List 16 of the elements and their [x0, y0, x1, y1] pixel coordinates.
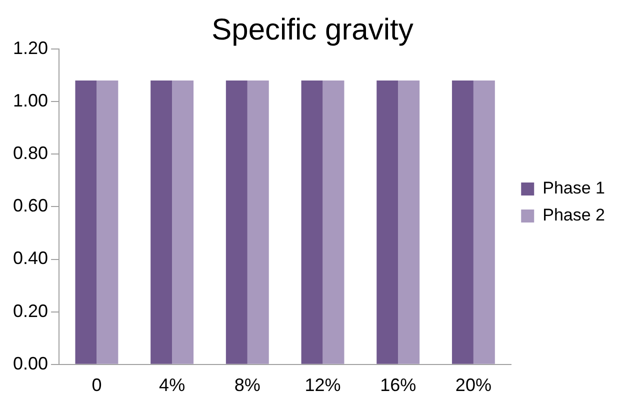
y-tick-label: 0.40	[12, 248, 48, 268]
y-tick-label: 1.00	[12, 90, 48, 111]
y-tick-label: 0.80	[12, 143, 48, 164]
x-tick-label: 16%	[380, 375, 416, 396]
legend-label: Phase 1	[542, 178, 606, 198]
x-tick-label: 8%	[234, 375, 260, 396]
y-tick-label: 1.20	[12, 38, 48, 58]
legend-label: Phase 2	[542, 206, 606, 225]
x-tick-label: 0	[92, 375, 102, 396]
y-tick-label: 0.60	[12, 196, 48, 216]
y-tick-label: 0.00	[12, 353, 48, 374]
chart-title: Specific gravity	[212, 13, 414, 46]
x-tick-label: 12%	[304, 375, 341, 396]
y-tick-label: 0.20	[12, 300, 48, 321]
x-tick-label: 4%	[159, 375, 186, 396]
x-tick-label: 20%	[455, 375, 492, 396]
